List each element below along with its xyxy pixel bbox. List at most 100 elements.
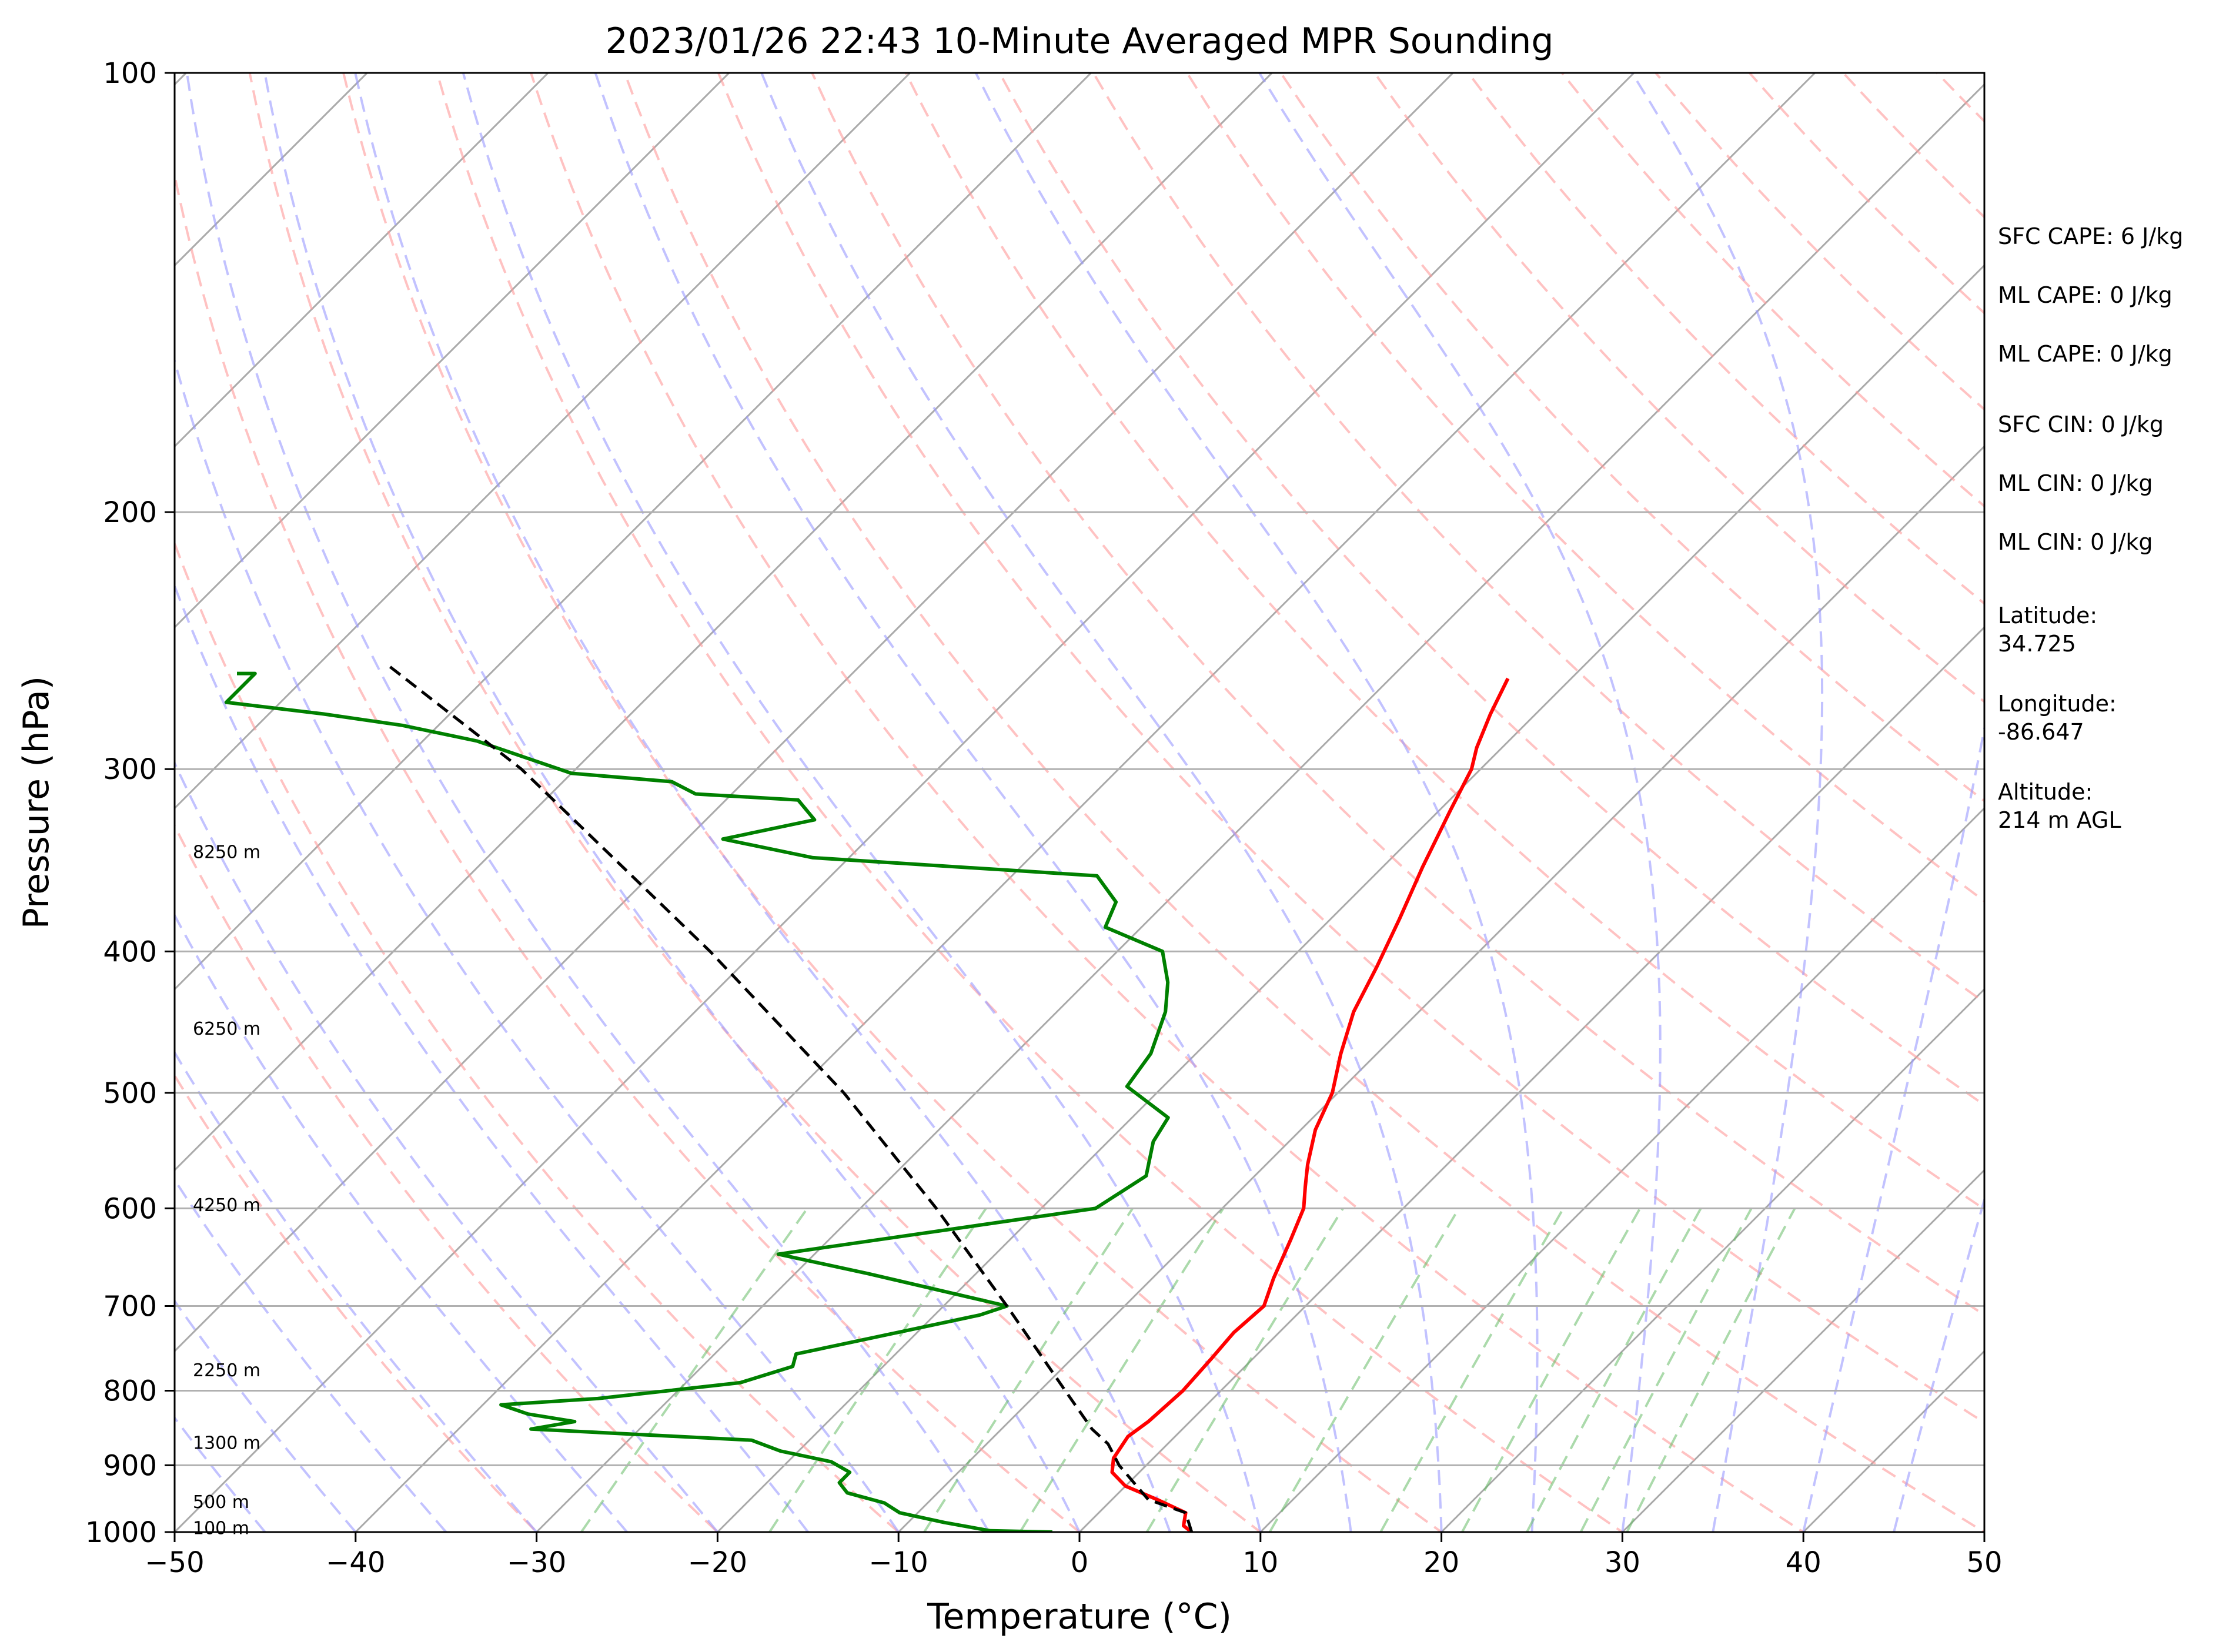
- chart-title: 2023/01/26 22:43 10-Minute Averaged MPR …: [606, 21, 1554, 62]
- isotherm-line: [175, 73, 731, 629]
- y-axis-ticks: 1000 900 800 700 600 500 400 300 200 100: [85, 57, 175, 1549]
- side-annotation: ML CIN: 0 J/kg: [1998, 470, 2153, 496]
- dry-adiabat-line: [1092, 73, 1984, 1004]
- y-tick-label: 400: [103, 935, 157, 968]
- moist-adiabat-line: [1802, 723, 1984, 1532]
- isotherm-line: [175, 73, 1636, 1532]
- side-annotations: SFC CAPE: 6 J/kg ML CAPE: 0 J/kg ML CAPE: …: [1998, 223, 2183, 833]
- mixing-ratio-line: [1579, 1208, 1753, 1532]
- y-tick-label: 900: [103, 1449, 157, 1482]
- x-tick-label: −20: [688, 1546, 747, 1579]
- isotherm-line: [1621, 1169, 1984, 1532]
- moist-adiabat-line: [462, 73, 1262, 1532]
- isotherm-line: [175, 73, 369, 267]
- moist-adiabat-line: [263, 73, 1081, 1532]
- dry-adiabat-line: [1185, 73, 1984, 903]
- dry-adiabat-line: [175, 540, 901, 1532]
- background-lines: [175, 41, 2226, 1563]
- mixing-ratio-line: [768, 1208, 987, 1532]
- x-tick-label: 40: [1786, 1546, 1821, 1579]
- height-label: 4250 m: [193, 1195, 260, 1216]
- dry-adiabat-line: [717, 73, 1984, 1424]
- side-annotation: Latitude: 34.725: [1998, 603, 2097, 657]
- dry-adiabat-line: [248, 73, 1263, 1532]
- moist-adiabat-line: [760, 73, 1443, 1532]
- dry-adiabat-line: [998, 73, 1984, 1107]
- dry-adiabat-line: [436, 73, 1625, 1532]
- moist-adiabat-line: [1258, 73, 1662, 1532]
- sounding-profiles: [224, 665, 1510, 1532]
- moist-adiabat-line: [974, 73, 1539, 1532]
- isotherm-line: [175, 73, 550, 448]
- side-annotation: SFC CIN: 0 J/kg: [1998, 412, 2164, 437]
- moist-adiabat-line: [1893, 1195, 1984, 1532]
- y-tick-label: 700: [103, 1290, 157, 1323]
- dry-adiabat-line: [1373, 73, 1984, 704]
- moist-adiabat-line: [1630, 73, 1824, 1532]
- isotherm-line: [2134, 41, 2226, 1563]
- isotherm-line: [175, 73, 911, 810]
- y-axis-label: Pressure (hPa): [16, 676, 57, 929]
- dry-adiabat-line: [1654, 73, 1984, 412]
- y-tick-label: 800: [103, 1375, 157, 1407]
- mixing-ratio-line: [1145, 1208, 1344, 1532]
- y-tick-label: 600: [103, 1192, 157, 1225]
- moist-adiabat-line: [594, 73, 1352, 1532]
- moist-adiabat-line: [185, 73, 990, 1532]
- plot-frame: [173, 72, 1986, 1533]
- y-tick-label: 300: [103, 753, 157, 786]
- mixing-ratio-line: [1526, 1208, 1702, 1532]
- dry-adiabat-line: [811, 73, 1984, 1317]
- y-tick-label: 200: [103, 496, 157, 529]
- height-label: 1300 m: [193, 1433, 260, 1454]
- x-tick-label: 50: [1966, 1546, 2002, 1579]
- isotherm-line: [175, 73, 1274, 1172]
- dry-adiabat-line: [904, 73, 1984, 1211]
- isotherm-line: [716, 264, 1984, 1532]
- dry-adiabat-line: [175, 823, 720, 1532]
- isotherm-line: [535, 83, 1984, 1532]
- side-annotation: ML CIN: 0 J/kg: [1998, 529, 2153, 555]
- isotherm-line: [354, 73, 1816, 1532]
- height-label: 100 m: [193, 1519, 249, 1539]
- x-tick-label: 10: [1242, 1546, 1278, 1579]
- dry-adiabat-line: [175, 169, 1082, 1532]
- dewpoint-profile: [224, 671, 1170, 1532]
- mixing-ratio-line: [1268, 1208, 1460, 1532]
- x-tick-label: −30: [507, 1546, 566, 1579]
- mixing-ratio-line: [1626, 1208, 1796, 1532]
- isotherm-line: [1440, 988, 1984, 1532]
- mixing-ratio-line: [1379, 1208, 1565, 1532]
- isotherm-line: [175, 73, 1092, 991]
- y-tick-label: 1000: [85, 1516, 157, 1549]
- x-tick-label: −50: [145, 1546, 204, 1579]
- x-axis-label: Temperature (°C): [927, 1596, 1232, 1637]
- mixing-ratio-line: [580, 1208, 808, 1532]
- x-tick-label: 0: [1071, 1546, 1089, 1579]
- mixing-ratio-line: [1461, 1208, 1642, 1532]
- height-label: 500 m: [193, 1492, 249, 1513]
- height-labels: 100 m 500 m 1300 m 2250 m 4250 m 6250 m 8250 m: [193, 842, 260, 1539]
- x-tick-label: −10: [869, 1546, 928, 1579]
- moist-adiabat-line: [175, 356, 900, 1532]
- side-annotation: ML CAPE: 0 J/kg: [1998, 282, 2172, 308]
- dry-adiabat-line: [529, 73, 1806, 1532]
- dry-adiabat-line: [342, 73, 1444, 1532]
- isobar-grid: [175, 73, 1984, 1532]
- dry-adiabat-line: [1747, 73, 1984, 315]
- side-annotation: SFC CAPE: 6 J/kg: [1998, 223, 2183, 249]
- temperature-profile: [1110, 677, 1510, 1532]
- isotherm-line: [897, 445, 1984, 1532]
- moist-adiabat-line: [175, 1416, 266, 1532]
- x-tick-label: 20: [1423, 1546, 1459, 1579]
- parcel-profile: [388, 665, 1194, 1532]
- height-label: 6250 m: [193, 1019, 260, 1039]
- moist-adiabat-line: [175, 583, 809, 1532]
- dry-adiabat-line: [623, 73, 1984, 1532]
- isotherm-line: [1078, 626, 1984, 1532]
- isotherm-line: [175, 73, 1455, 1353]
- moist-adiabat-line: [175, 1178, 447, 1532]
- side-annotation: Longitude: -86.647: [1998, 691, 2117, 745]
- moist-adiabat-line: [354, 73, 1171, 1532]
